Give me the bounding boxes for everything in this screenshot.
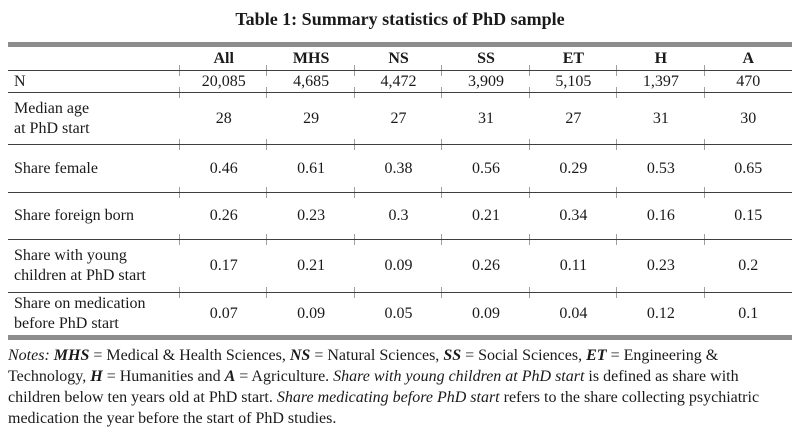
note-segment: H bbox=[90, 368, 103, 385]
table-row: Share on medication before PhD start 0.07… bbox=[8, 292, 792, 338]
table-row: Share foreign born 0.26 0.23 0.3 0.21 0.34 0.1… bbox=[8, 192, 792, 240]
note-segment: Share medicating before PhD start bbox=[276, 389, 500, 406]
cell-value: 0.26 bbox=[441, 239, 530, 293]
cell-value: 0.65 bbox=[703, 144, 792, 193]
cell-value: 31 bbox=[616, 92, 705, 145]
notes-paragraph: Notes: MHS = Medical & Health Sciences, … bbox=[8, 345, 792, 429]
row-label-header bbox=[8, 44, 180, 71]
cell-value: 3,909 bbox=[441, 70, 530, 93]
note-segment: = Medical & Health Sciences, bbox=[89, 347, 290, 364]
cell-value: 0.23 bbox=[266, 192, 355, 240]
note-segment: refers to the share collecting psychiatr… bbox=[8, 389, 760, 427]
row-label: Share female bbox=[8, 144, 180, 193]
note-segment: ET bbox=[586, 347, 607, 364]
row-label: Share with young children at PhD start bbox=[8, 239, 180, 293]
cell-value: 1,397 bbox=[616, 70, 705, 93]
cell-value: 0.17 bbox=[178, 239, 268, 293]
cell-value: 4,472 bbox=[353, 70, 443, 93]
cell-value: 0.07 bbox=[178, 292, 267, 338]
cell-value: 0.11 bbox=[528, 239, 618, 293]
column-header: ET bbox=[528, 44, 618, 71]
note-segment: Share with young children at PhD start bbox=[333, 368, 585, 385]
cell-value: 0.34 bbox=[528, 192, 618, 240]
cell-value: 0.16 bbox=[616, 192, 705, 240]
note-segment: MHS bbox=[53, 347, 90, 364]
page: Table 1: Summary statistics of PhD sampl… bbox=[8, 9, 792, 429]
note-segment: NS bbox=[289, 347, 311, 364]
note-segment: = Engineering & Technology, bbox=[8, 347, 719, 385]
row-label: Share foreign born bbox=[8, 192, 180, 240]
cell-value: 0.21 bbox=[266, 239, 355, 293]
cell-value: 0.09 bbox=[441, 292, 529, 338]
cell-value: 0.1 bbox=[703, 292, 792, 338]
table-row: Share with young children at PhD start 0.… bbox=[8, 239, 792, 293]
column-header: SS bbox=[441, 44, 530, 71]
cell-value: 0.09 bbox=[353, 239, 443, 293]
row-label: Median age at PhD start bbox=[8, 92, 180, 145]
column-header: H bbox=[616, 44, 705, 71]
cell-value: 0.05 bbox=[353, 292, 442, 338]
cell-value: 0.26 bbox=[178, 192, 268, 240]
cell-value: 27 bbox=[353, 92, 443, 145]
cell-value: 27 bbox=[528, 92, 618, 145]
page-title: Table 1: Summary statistics of PhD sampl… bbox=[235, 9, 565, 29]
table-row: N 20,085 4,685 4,472 3,909 5,105 1,397 470 bbox=[8, 70, 792, 93]
row-label: Share on medication before PhD start bbox=[14, 295, 146, 332]
note-segment: A bbox=[224, 368, 236, 385]
table-body: N 20,085 4,685 4,472 3,909 5,105 1,397 470 Media… bbox=[8, 70, 792, 338]
cell-value: 0.56 bbox=[441, 144, 530, 193]
cell-value: 0.38 bbox=[353, 144, 443, 193]
column-header: A bbox=[703, 44, 792, 71]
header-row: All MHS NS SS ET H A bbox=[8, 44, 792, 71]
row-label: N bbox=[8, 70, 180, 93]
cell-value: 470 bbox=[703, 70, 792, 93]
cell-value: 20,085 bbox=[178, 70, 268, 93]
cell-value: 5,105 bbox=[528, 70, 618, 93]
note-segment: is defined as share with children below … bbox=[8, 368, 739, 406]
cell-value: 0.29 bbox=[528, 144, 618, 193]
cell-value: 0.2 bbox=[703, 239, 792, 293]
cell-value: 29 bbox=[266, 92, 355, 145]
cell-value: 0.04 bbox=[528, 292, 617, 338]
cell-value: 30 bbox=[703, 92, 792, 145]
note-segment: = Natural Sciences, bbox=[310, 347, 444, 364]
cell-value: 0.53 bbox=[616, 144, 705, 193]
table-row: Share female 0.46 0.61 0.38 0.56 0.29 0.53 0.65 bbox=[8, 144, 792, 193]
cell-value: 0.46 bbox=[178, 144, 268, 193]
cell-value: 0.23 bbox=[616, 239, 705, 293]
table-row: Median age at PhD start 28 29 27 31 27 31 30 bbox=[8, 92, 792, 145]
note-segment: = Humanities and bbox=[102, 368, 225, 385]
cell-value: 28 bbox=[178, 92, 268, 145]
cell-value: 0.3 bbox=[353, 192, 443, 240]
cell-value: 0.61 bbox=[266, 144, 355, 193]
cell-value: 0.12 bbox=[616, 292, 704, 338]
summary-table: All MHS NS SS ET H A N 20,085 4,685 4,472 3,909 5,1… bbox=[8, 42, 792, 340]
cell-value: 4,685 bbox=[266, 70, 355, 93]
cell-value: 0.15 bbox=[703, 192, 792, 240]
note-segment: SS bbox=[443, 347, 462, 364]
cell-value: 0.21 bbox=[441, 192, 530, 240]
cell-value: 31 bbox=[441, 92, 530, 145]
column-header: NS bbox=[353, 44, 443, 71]
column-header: All bbox=[178, 44, 268, 71]
note-segment: Notes: bbox=[8, 347, 54, 364]
note-segment: = Social Sciences, bbox=[461, 347, 587, 364]
cell-value: 0.09 bbox=[266, 292, 354, 338]
note-segment: = Agriculture. bbox=[235, 368, 334, 385]
column-header: MHS bbox=[266, 44, 355, 71]
